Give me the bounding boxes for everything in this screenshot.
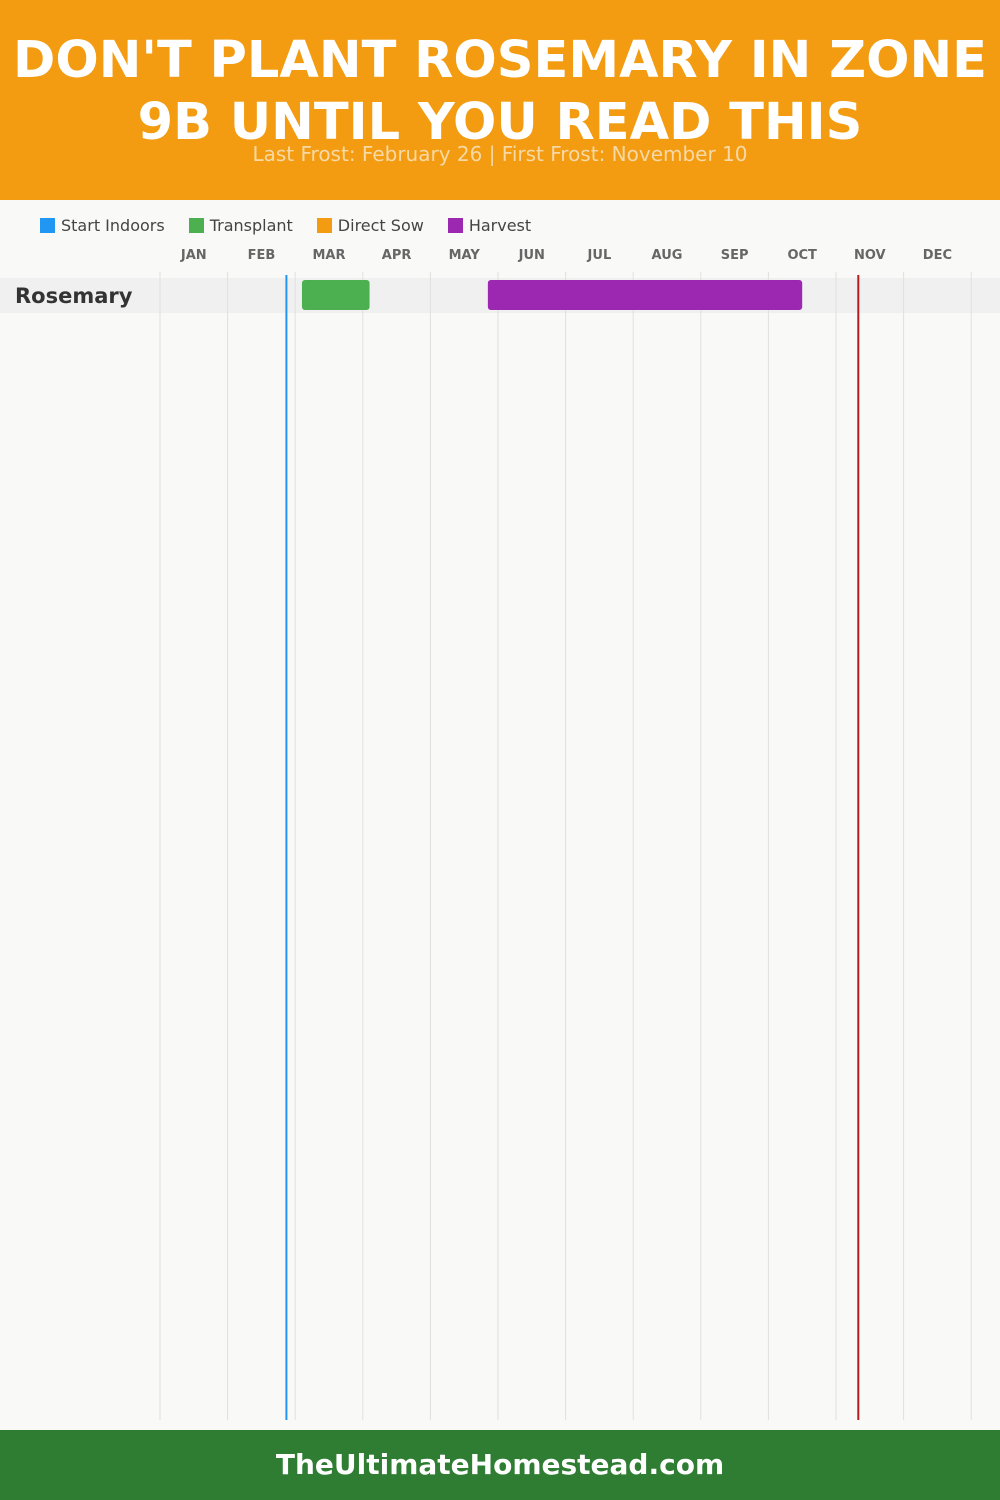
legend-label-start-indoors: Start Indoors — [61, 215, 165, 235]
month-label-dec: DEC — [923, 248, 952, 263]
frost-dates-subtitle: Last Frost: February 26 | First Frost: N… — [252, 142, 748, 166]
planting-calendar-chart: JAN FEB MAR APR MAY JUN JUL AUG SEP OCT NOV DEC — [159, 248, 972, 1420]
bar-rosemary-harvest — [487, 280, 803, 310]
legend-swatch-harvest — [447, 217, 463, 233]
month-label-mar: MAR — [312, 248, 345, 263]
legend-swatch-direct-sow — [316, 217, 332, 233]
header-banner: DON'T PLANT ROSEMARY IN ZONE 9B UNTIL YO… — [0, 0, 1000, 200]
bar-rosemary-transplant — [301, 280, 370, 310]
legend-item-transplant: Transplant — [188, 215, 293, 235]
crop-name-rosemary: Rosemary — [15, 284, 133, 308]
legend-label-direct-sow: Direct Sow — [337, 215, 424, 235]
legend-label-transplant: Transplant — [209, 215, 293, 235]
month-label-feb: FEB — [248, 248, 276, 263]
footer-site-name: TheUltimateHomestead.com — [275, 1448, 725, 1481]
month-label-apr: APR — [382, 248, 412, 263]
page-title: DON'T PLANT ROSEMARY IN ZONE 9B UNTIL YO… — [13, 31, 987, 152]
month-label-may: MAY — [449, 248, 481, 263]
month-label-jun: JUN — [518, 248, 545, 263]
month-label-oct: OCT — [787, 248, 817, 263]
legend-item-start-indoors: Start Indoors — [40, 216, 165, 235]
legend-label-harvest: Harvest — [468, 215, 532, 235]
month-label-sep: SEP — [721, 248, 749, 263]
legend-item-harvest: Harvest — [447, 215, 532, 235]
footer-banner: TheUltimateHomestead.com — [0, 1430, 1000, 1500]
month-label-jan: JAN — [180, 248, 207, 263]
month-label-nov: NOV — [854, 248, 886, 263]
legend-swatch-start-indoors — [40, 217, 55, 233]
month-label-aug: AUG — [652, 248, 683, 263]
chart-legend: Start Indoors Transplant Direct Sow Harv… — [40, 212, 555, 238]
legend-item-direct-sow: Direct Sow — [316, 215, 424, 235]
month-label-jul: JUL — [587, 248, 612, 263]
legend-swatch-transplant — [188, 217, 204, 233]
